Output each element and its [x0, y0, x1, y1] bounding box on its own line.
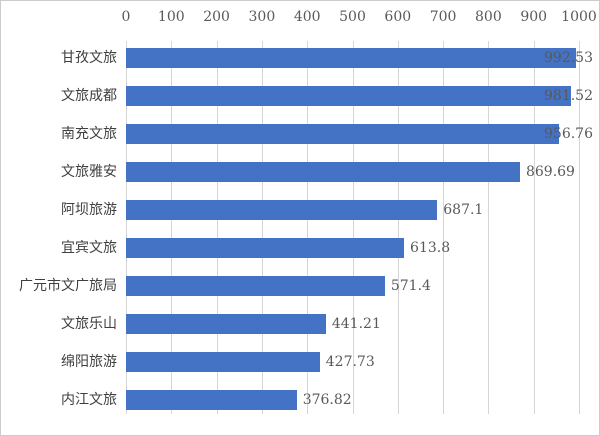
- category-label: 南充文旅: [61, 126, 117, 142]
- gridline-200: [216, 41, 218, 414]
- category-label: 文旅雅安: [61, 164, 117, 180]
- value-label: 441.21: [331, 316, 381, 332]
- bar: [126, 48, 576, 68]
- x-axis-tick-label: 200: [203, 9, 230, 25]
- x-axis-tick-label: 100: [157, 9, 185, 25]
- category-label: 甘孜文旅: [61, 50, 117, 66]
- value-label: 571.4: [390, 278, 431, 294]
- bar: [126, 314, 326, 334]
- x-axis-tick-label: 300: [248, 9, 276, 25]
- bar: [126, 238, 405, 258]
- gridline-700: [443, 41, 445, 414]
- gridline-0: [126, 41, 127, 414]
- plot-area: [126, 41, 580, 414]
- value-label: 956.76: [544, 126, 593, 142]
- value-label: 427.73: [325, 354, 375, 370]
- bar: [126, 276, 385, 296]
- gridline-600: [397, 41, 399, 414]
- value-label: 981.52: [544, 88, 593, 104]
- x-axis-tick-label: 0: [121, 9, 131, 25]
- gridline-500: [352, 41, 354, 414]
- gridline-900: [533, 41, 535, 414]
- gridline-400: [307, 41, 309, 414]
- value-label: 869.69: [525, 164, 575, 180]
- value-label: 992.53: [544, 50, 593, 66]
- category-label: 绵阳旅游: [61, 354, 117, 370]
- gridline-100: [171, 41, 173, 414]
- bar: [126, 86, 571, 106]
- x-axis-tick-label: 900: [520, 9, 548, 25]
- value-label: 613.8: [410, 240, 451, 256]
- x-axis-tick-label: 700: [429, 9, 457, 25]
- bar: [126, 162, 520, 182]
- x-axis-tick-label: 500: [339, 9, 366, 25]
- bar: [126, 124, 560, 144]
- bar: [126, 390, 297, 410]
- category-label: 文旅乐山: [61, 316, 117, 332]
- category-label: 广元市文广旅局: [19, 278, 117, 294]
- bar: [126, 200, 438, 220]
- x-axis-tick-label: 800: [475, 9, 502, 25]
- category-label: 内江文旅: [61, 392, 117, 408]
- x-axis-tick-label: 1000: [561, 9, 597, 25]
- x-axis-tick-label: 600: [384, 9, 412, 25]
- category-label: 宜宾文旅: [61, 240, 117, 256]
- gridline-300: [261, 41, 263, 414]
- gridline-800: [488, 41, 490, 414]
- bar: [126, 352, 320, 372]
- value-label: 376.82: [302, 392, 352, 408]
- category-label: 文旅成都: [61, 88, 117, 104]
- value-label: 687.1: [443, 202, 484, 218]
- category-label: 阿坝旅游: [61, 202, 117, 218]
- gridline-1000: [579, 41, 580, 414]
- x-axis-tick-label: 400: [293, 9, 321, 25]
